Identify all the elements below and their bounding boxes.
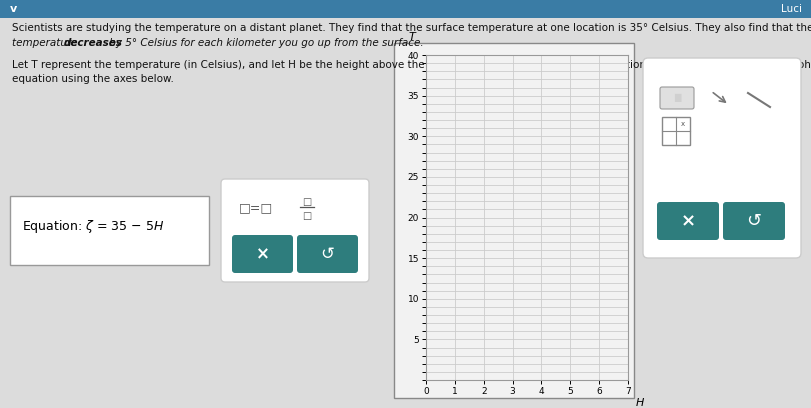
Text: equation using the axes below.: equation using the axes below.: [12, 74, 174, 84]
FancyBboxPatch shape: [642, 58, 800, 258]
Text: temperature: temperature: [12, 38, 81, 48]
Bar: [393, 43, 633, 398]
FancyBboxPatch shape: [10, 196, 208, 265]
Text: Let T represent the temperature (in Celsius), and let H be the height above the : Let T represent the temperature (in Cels…: [12, 60, 811, 70]
FancyBboxPatch shape: [297, 235, 358, 273]
Text: ×: ×: [680, 212, 695, 230]
Text: █: █: [673, 93, 680, 102]
Text: Luci: Luci: [780, 4, 801, 14]
Text: x: x: [680, 121, 684, 127]
FancyBboxPatch shape: [221, 179, 368, 282]
Text: T: T: [408, 32, 414, 42]
Text: ↺: ↺: [320, 245, 334, 263]
FancyBboxPatch shape: [656, 202, 718, 240]
Text: □: □: [302, 197, 311, 207]
Text: ×: ×: [255, 245, 269, 263]
Text: Equation: $\mathit{\zeta}$ = 35 $-$ 5$H$: Equation: $\mathit{\zeta}$ = 35 $-$ 5$H$: [22, 218, 164, 235]
Text: Scientists are studying the temperature on a distant planet. They find that the : Scientists are studying the temperature …: [12, 23, 811, 33]
Text: H: H: [635, 398, 644, 408]
Text: decreases: decreases: [64, 38, 122, 48]
FancyBboxPatch shape: [722, 202, 784, 240]
Text: v: v: [10, 4, 17, 14]
Text: □: □: [302, 211, 311, 221]
FancyBboxPatch shape: [659, 87, 693, 109]
Text: ↺: ↺: [745, 212, 761, 230]
Text: by 5° Celsius for each kilometer you go up from the surface.: by 5° Celsius for each kilometer you go …: [106, 38, 423, 48]
FancyBboxPatch shape: [232, 235, 293, 273]
Text: □=□: □=□: [238, 201, 272, 214]
Bar: [661, 117, 689, 145]
Bar: [0, 0, 811, 18]
